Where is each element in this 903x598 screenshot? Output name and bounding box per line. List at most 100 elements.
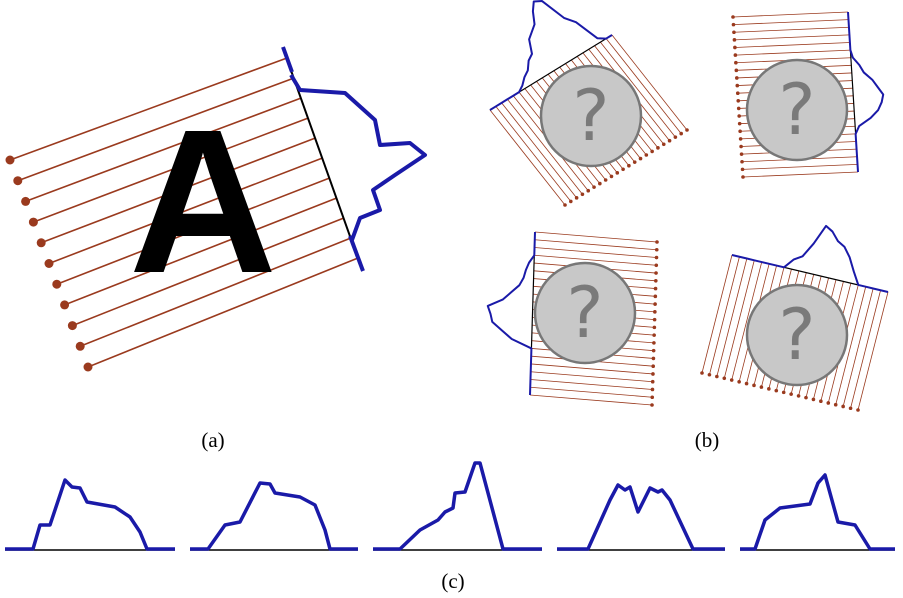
ray-source [586,189,590,193]
ray-source [797,394,801,398]
ray [851,290,881,408]
ray-source [653,302,657,306]
ray-source [653,326,657,330]
ray-source [741,168,745,172]
ray-source [662,142,666,146]
ray-source [633,160,637,164]
ray-source [732,30,736,34]
unknown-mark: ? [572,75,609,157]
ray [843,288,873,406]
ray-source [812,398,816,402]
ray-source [734,53,738,57]
panel-label: (a) [201,428,224,452]
ray [709,257,739,375]
panel-label: (b) [695,428,720,452]
ray-source [650,403,654,407]
ray-source [655,256,659,260]
ray-source [739,145,743,149]
ray-source [732,23,736,27]
ray-source [592,185,596,189]
ray-source [730,378,734,382]
unknown-mark: ? [778,294,815,376]
projection-profile [557,485,725,549]
projection-profile [190,483,358,549]
ray [535,240,657,250]
ray-source [652,333,656,337]
ray-source [849,406,853,410]
ray-source [734,61,738,65]
projection-profile [740,475,895,549]
figure: A ? ? ? ? (a) (b) (c) [0,0,903,598]
ray-source [639,157,643,161]
ray-source [735,76,739,80]
letter: A [129,87,277,316]
ray-source [656,146,660,150]
ray-source [621,167,625,171]
ray-source [604,178,608,182]
ray-source [645,153,649,157]
projection-profile [5,480,175,549]
ray-source [654,263,658,267]
ray-source [700,371,704,375]
ray [734,35,849,40]
ray-source [6,156,15,165]
ray-source [733,38,737,42]
ray [735,50,850,55]
ray-source [736,91,740,95]
ray-source [767,387,771,391]
ray-source [598,182,602,186]
ray-source [45,259,54,268]
ray-source [652,357,656,361]
ray-source [774,389,778,393]
ray-source [826,401,830,405]
ray-source [84,363,93,372]
ray-source [752,384,756,388]
ray-source [29,218,38,227]
ray-source [679,132,683,136]
ray [531,372,653,382]
ray [530,379,652,389]
ray-source [740,160,744,164]
ray-source [741,175,745,179]
ray [733,20,848,25]
ray-source [745,382,749,386]
ray-source [856,408,860,412]
ray-source [651,364,655,368]
ray-source [735,84,739,88]
ray [535,248,657,258]
ray-source [834,403,838,407]
ray-source [685,128,689,132]
ray-source [722,376,726,380]
ray [858,292,888,410]
ray-source [653,318,657,322]
ray-source [841,405,845,409]
ray [734,27,849,32]
ray [531,364,653,374]
ray-source [563,203,567,207]
ray [743,164,858,169]
ray-source [615,171,619,175]
ray-source [708,373,712,377]
projection-profile [291,75,425,240]
ray-source [651,380,655,384]
ray-source [731,15,735,19]
ray [733,12,848,17]
ray-source [668,139,672,143]
projection-profile [488,232,535,395]
ray-source [735,69,739,73]
ray-source [76,342,85,351]
ray-source [655,248,659,252]
ray-source [740,152,744,156]
ray-source [60,300,69,309]
ray-source [737,380,741,384]
ray-source [819,399,823,403]
ray-source [655,240,659,244]
ray-source [569,200,573,204]
ray-source [13,176,22,185]
ray-source [650,150,654,154]
ray-source [610,175,614,179]
ray-source [52,280,61,289]
ray-source [654,287,658,291]
projection-profile [373,463,542,549]
ray-source [575,196,579,200]
